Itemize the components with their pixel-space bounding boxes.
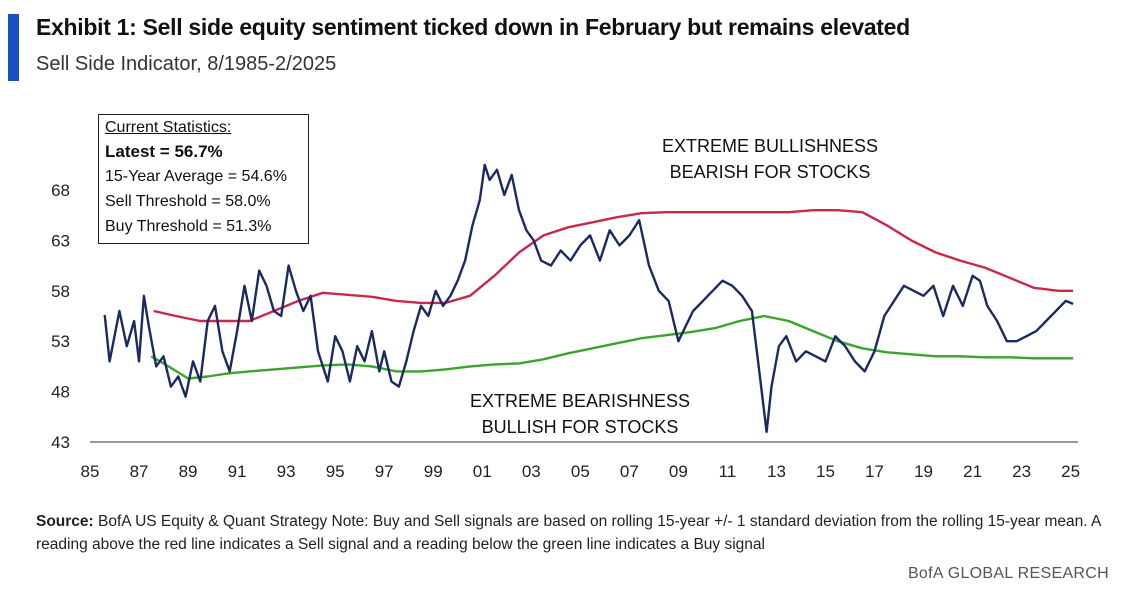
x-tick-label: 99 — [424, 462, 443, 481]
bearish-annotation-line1: EXTREME BEARISHNESS — [469, 391, 691, 411]
exhibit-title: Exhibit 1: Sell side equity sentiment ti… — [36, 14, 910, 40]
x-tick-label: 85 — [81, 462, 100, 481]
indicator-line — [103, 163, 1074, 434]
x-tick-label: 91 — [228, 462, 247, 481]
bearish-annotation: EXTREME BEARISHNESS BULLISH FOR STOCKS — [465, 388, 695, 440]
y-tick-label: 63 — [51, 231, 70, 250]
stats-average: 15-Year Average = 54.6% — [105, 168, 287, 185]
x-tick-label: 95 — [326, 462, 345, 481]
y-tick-label: 53 — [51, 332, 70, 351]
current-statistics-box: Current Statistics: Latest = 56.7% 15-Ye… — [98, 114, 309, 244]
x-tick-label: 25 — [1061, 462, 1080, 481]
x-tick-label: 05 — [571, 462, 590, 481]
bullish-annotation: EXTREME BULLISHNESS BEARISH FOR STOCKS — [655, 133, 885, 185]
stats-heading: Current Statistics: — [105, 119, 232, 136]
x-tick-label: 87 — [130, 462, 149, 481]
x-tick-label: 03 — [522, 462, 541, 481]
x-tick-label: 11 — [719, 462, 737, 481]
x-tick-label: 93 — [277, 462, 296, 481]
exhibit-subtitle: Sell Side Indicator, 8/1985-2/2025 — [36, 53, 337, 75]
y-tick-label: 68 — [51, 181, 70, 200]
x-tick-label: 07 — [620, 462, 639, 481]
x-tick-label: 97 — [375, 462, 394, 481]
x-tick-label: 09 — [669, 462, 688, 481]
x-tick-label: 23 — [1012, 462, 1031, 481]
bearish-annotation-line2: BULLISH FOR STOCKS — [481, 417, 679, 437]
stats-sell-threshold: Sell Threshold = 58.0% — [105, 193, 271, 210]
buy-threshold-line — [150, 314, 1074, 380]
x-tick-label: 01 — [473, 462, 492, 481]
stats-buy-threshold: Buy Threshold = 51.3% — [105, 218, 272, 235]
source-text: BofA US Equity & Quant Strategy Note: Bu… — [36, 513, 1101, 553]
y-tick-label: 58 — [51, 282, 70, 301]
x-tick-label: 89 — [179, 462, 198, 481]
y-tick-label: 48 — [51, 383, 70, 402]
bullish-annotation-line2: BEARISH FOR STOCKS — [669, 162, 871, 182]
sell-threshold-line — [153, 209, 1074, 323]
x-tick-label: 21 — [963, 462, 982, 481]
bullish-annotation-line1: EXTREME BULLISHNESS — [661, 136, 879, 156]
x-tick-label: 15 — [816, 462, 835, 481]
brand-label: BofA GLOBAL RESEARCH — [907, 565, 1109, 582]
title-accent-bar — [8, 14, 19, 81]
x-tick-label: 17 — [865, 462, 884, 481]
x-tick-label: 13 — [767, 462, 786, 481]
source-label: Source: — [36, 513, 94, 530]
x-tick-label: 19 — [914, 462, 933, 481]
y-tick-label: 43 — [51, 433, 70, 452]
stats-latest: Latest = 56.7% — [105, 142, 223, 161]
source-note: Source: BofA US Equity & Quant Strategy … — [36, 510, 1116, 556]
